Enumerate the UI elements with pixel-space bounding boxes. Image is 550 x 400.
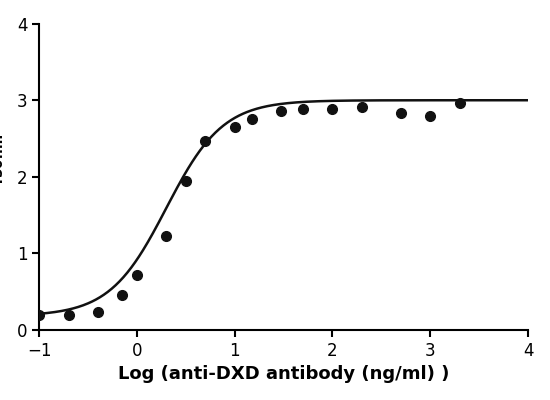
- Point: [201, 138, 210, 144]
- Point: [248, 116, 256, 122]
- Point: [64, 312, 73, 318]
- Point: [133, 272, 141, 278]
- X-axis label: Log (anti-DXD antibody (ng/ml) ): Log (anti-DXD antibody (ng/ml) ): [118, 365, 449, 383]
- Y-axis label: $\mathbf{OD_{450nm}}$: $\mathbf{OD_{450nm}}$: [0, 134, 6, 220]
- Point: [35, 312, 43, 319]
- Point: [397, 110, 405, 116]
- Point: [455, 99, 464, 106]
- Point: [94, 308, 102, 315]
- Point: [358, 104, 366, 110]
- Point: [426, 113, 434, 120]
- Point: [328, 106, 337, 113]
- Point: [299, 106, 307, 113]
- Point: [117, 292, 126, 298]
- Point: [182, 178, 190, 184]
- Point: [162, 232, 170, 239]
- Point: [230, 124, 239, 130]
- Point: [277, 108, 286, 114]
